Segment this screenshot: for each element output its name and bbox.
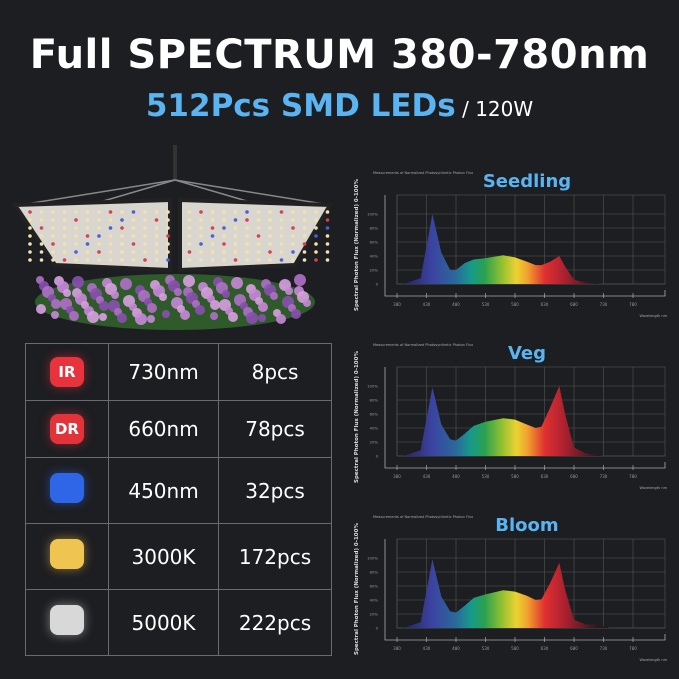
x-tick-label: 730 <box>600 474 608 479</box>
x-tick-label: 630 <box>541 474 549 479</box>
led-count: 512Pcs SMD LEDs <box>145 88 456 124</box>
led-chip-icon <box>50 473 84 504</box>
axis-frame <box>384 539 666 641</box>
x-tick-label: 530 <box>482 646 490 651</box>
axis-frame <box>384 367 666 469</box>
x-tick-label: 680 <box>570 646 578 651</box>
x-tick-label: 680 <box>570 302 578 307</box>
led-count: 172pcs <box>218 523 332 591</box>
led-wavelength: 450nm <box>107 457 220 525</box>
led-wavelength: 5000K <box>107 589 220 656</box>
spectrum-chart: Bloom Measurements of Normalized Photosyn… <box>354 515 668 662</box>
x-tick-label: 580 <box>511 474 519 479</box>
x-tick-label: 430 <box>423 646 431 651</box>
y-tick-label: 20% <box>370 612 379 617</box>
wattage: / 120W <box>455 97 534 121</box>
x-tick-label: 630 <box>541 302 549 307</box>
y-tick-label: 40% <box>370 254 379 259</box>
led-chip-icon: IR <box>50 357 84 388</box>
led-chip-icon <box>50 605 84 636</box>
y-axis-label: Spectral Photon Flux (Normalized) 0-100% <box>354 179 360 311</box>
led-wavelength: 660nm <box>107 400 220 459</box>
y-tick-label: 40% <box>370 598 379 603</box>
led-count: 8pcs <box>218 342 332 402</box>
spectrum-area <box>402 386 604 456</box>
led-row: IR 730nm 8pcs <box>25 342 332 402</box>
y-tick-label: 100% <box>367 212 378 217</box>
y-tick-label: 60% <box>370 584 379 589</box>
led-chip-icon <box>50 539 84 570</box>
led-row: 3000K 172pcs <box>25 523 332 591</box>
x-tick-label: 480 <box>452 474 460 479</box>
led-count: 222pcs <box>218 589 332 656</box>
y-tick-label: 20% <box>370 268 379 273</box>
x-tick-label: 430 <box>423 474 431 479</box>
y-tick-label: 80% <box>370 570 379 575</box>
led-row: 5000K 222pcs <box>25 589 332 656</box>
y-tick-label: 60% <box>370 412 379 417</box>
x-tick-label: 780 <box>629 302 637 307</box>
y-tick-label: 80% <box>370 398 379 403</box>
spectrum-area <box>402 214 604 284</box>
led-count: 32pcs <box>218 457 332 525</box>
x-tick-label: 630 <box>541 646 549 651</box>
y-axis-label: Spectral Photon Flux (Normalized) 0-100% <box>354 523 360 655</box>
y-tick-label: 0 <box>376 626 379 631</box>
headline: Full SPECTRUM 380-780nm <box>29 32 650 78</box>
y-axis-label: Spectral Photon Flux (Normalized) 0-100% <box>354 351 360 483</box>
y-tick-label: 40% <box>370 426 379 431</box>
spectrum-chart: Seedling Measurements of Normalized Photo… <box>354 171 668 318</box>
y-tick-label: 60% <box>370 240 379 245</box>
axis-frame <box>384 195 666 297</box>
led-count: 78pcs <box>218 400 332 459</box>
chart-note: Measurements of Normalized Photosyntheti… <box>373 515 473 519</box>
x-tick-label: 430 <box>423 302 431 307</box>
y-tick-label: 80% <box>370 226 379 231</box>
x-tick-label: 380 <box>393 302 401 307</box>
led-row: 450nm 32pcs <box>25 457 332 525</box>
x-tick-label: 680 <box>570 474 578 479</box>
chart-note: Measurements of Normalized Photosyntheti… <box>373 343 473 347</box>
grow-light-image <box>11 145 334 330</box>
spectrum-chart: Veg Measurements of Normalized Photosynth… <box>354 343 668 490</box>
x-tick-label: 380 <box>393 474 401 479</box>
x-axis-label: Wavelength nm <box>639 486 667 490</box>
led-spec-table: IR 730nm 8pcs DR 660nm 78pcs 450nm 32pcs … <box>25 342 332 656</box>
chart-title: Bloom <box>495 515 558 536</box>
led-chip-icon: DR <box>50 414 84 445</box>
x-tick-label: 380 <box>393 646 401 651</box>
led-wavelength: 730nm <box>107 342 220 402</box>
y-tick-label: 0 <box>376 282 379 287</box>
chart-title: Veg <box>508 343 546 364</box>
x-axis-label: Wavelength nm <box>639 658 667 662</box>
x-tick-label: 780 <box>629 474 637 479</box>
chart-title: Seedling <box>483 171 571 192</box>
x-tick-label: 580 <box>511 646 519 651</box>
x-tick-label: 480 <box>452 646 460 651</box>
y-tick-label: 20% <box>370 440 379 445</box>
x-tick-label: 530 <box>482 302 490 307</box>
x-tick-label: 730 <box>600 646 608 651</box>
chart-note: Measurements of Normalized Photosyntheti… <box>373 171 473 175</box>
led-row: DR 660nm 78pcs <box>25 400 332 459</box>
y-tick-label: 100% <box>367 556 378 561</box>
y-tick-label: 0 <box>376 454 379 459</box>
spectrum-area <box>402 559 610 628</box>
x-tick-label: 730 <box>600 302 608 307</box>
x-tick-label: 780 <box>629 646 637 651</box>
led-wavelength: 3000K <box>107 523 220 591</box>
y-tick-label: 100% <box>367 384 378 389</box>
x-tick-label: 580 <box>511 302 519 307</box>
x-tick-label: 480 <box>452 302 460 307</box>
x-axis-label: Wavelength nm <box>639 314 667 318</box>
x-tick-label: 530 <box>482 474 490 479</box>
subheadline: 512Pcs SMD LEDs / 120W <box>0 88 679 124</box>
